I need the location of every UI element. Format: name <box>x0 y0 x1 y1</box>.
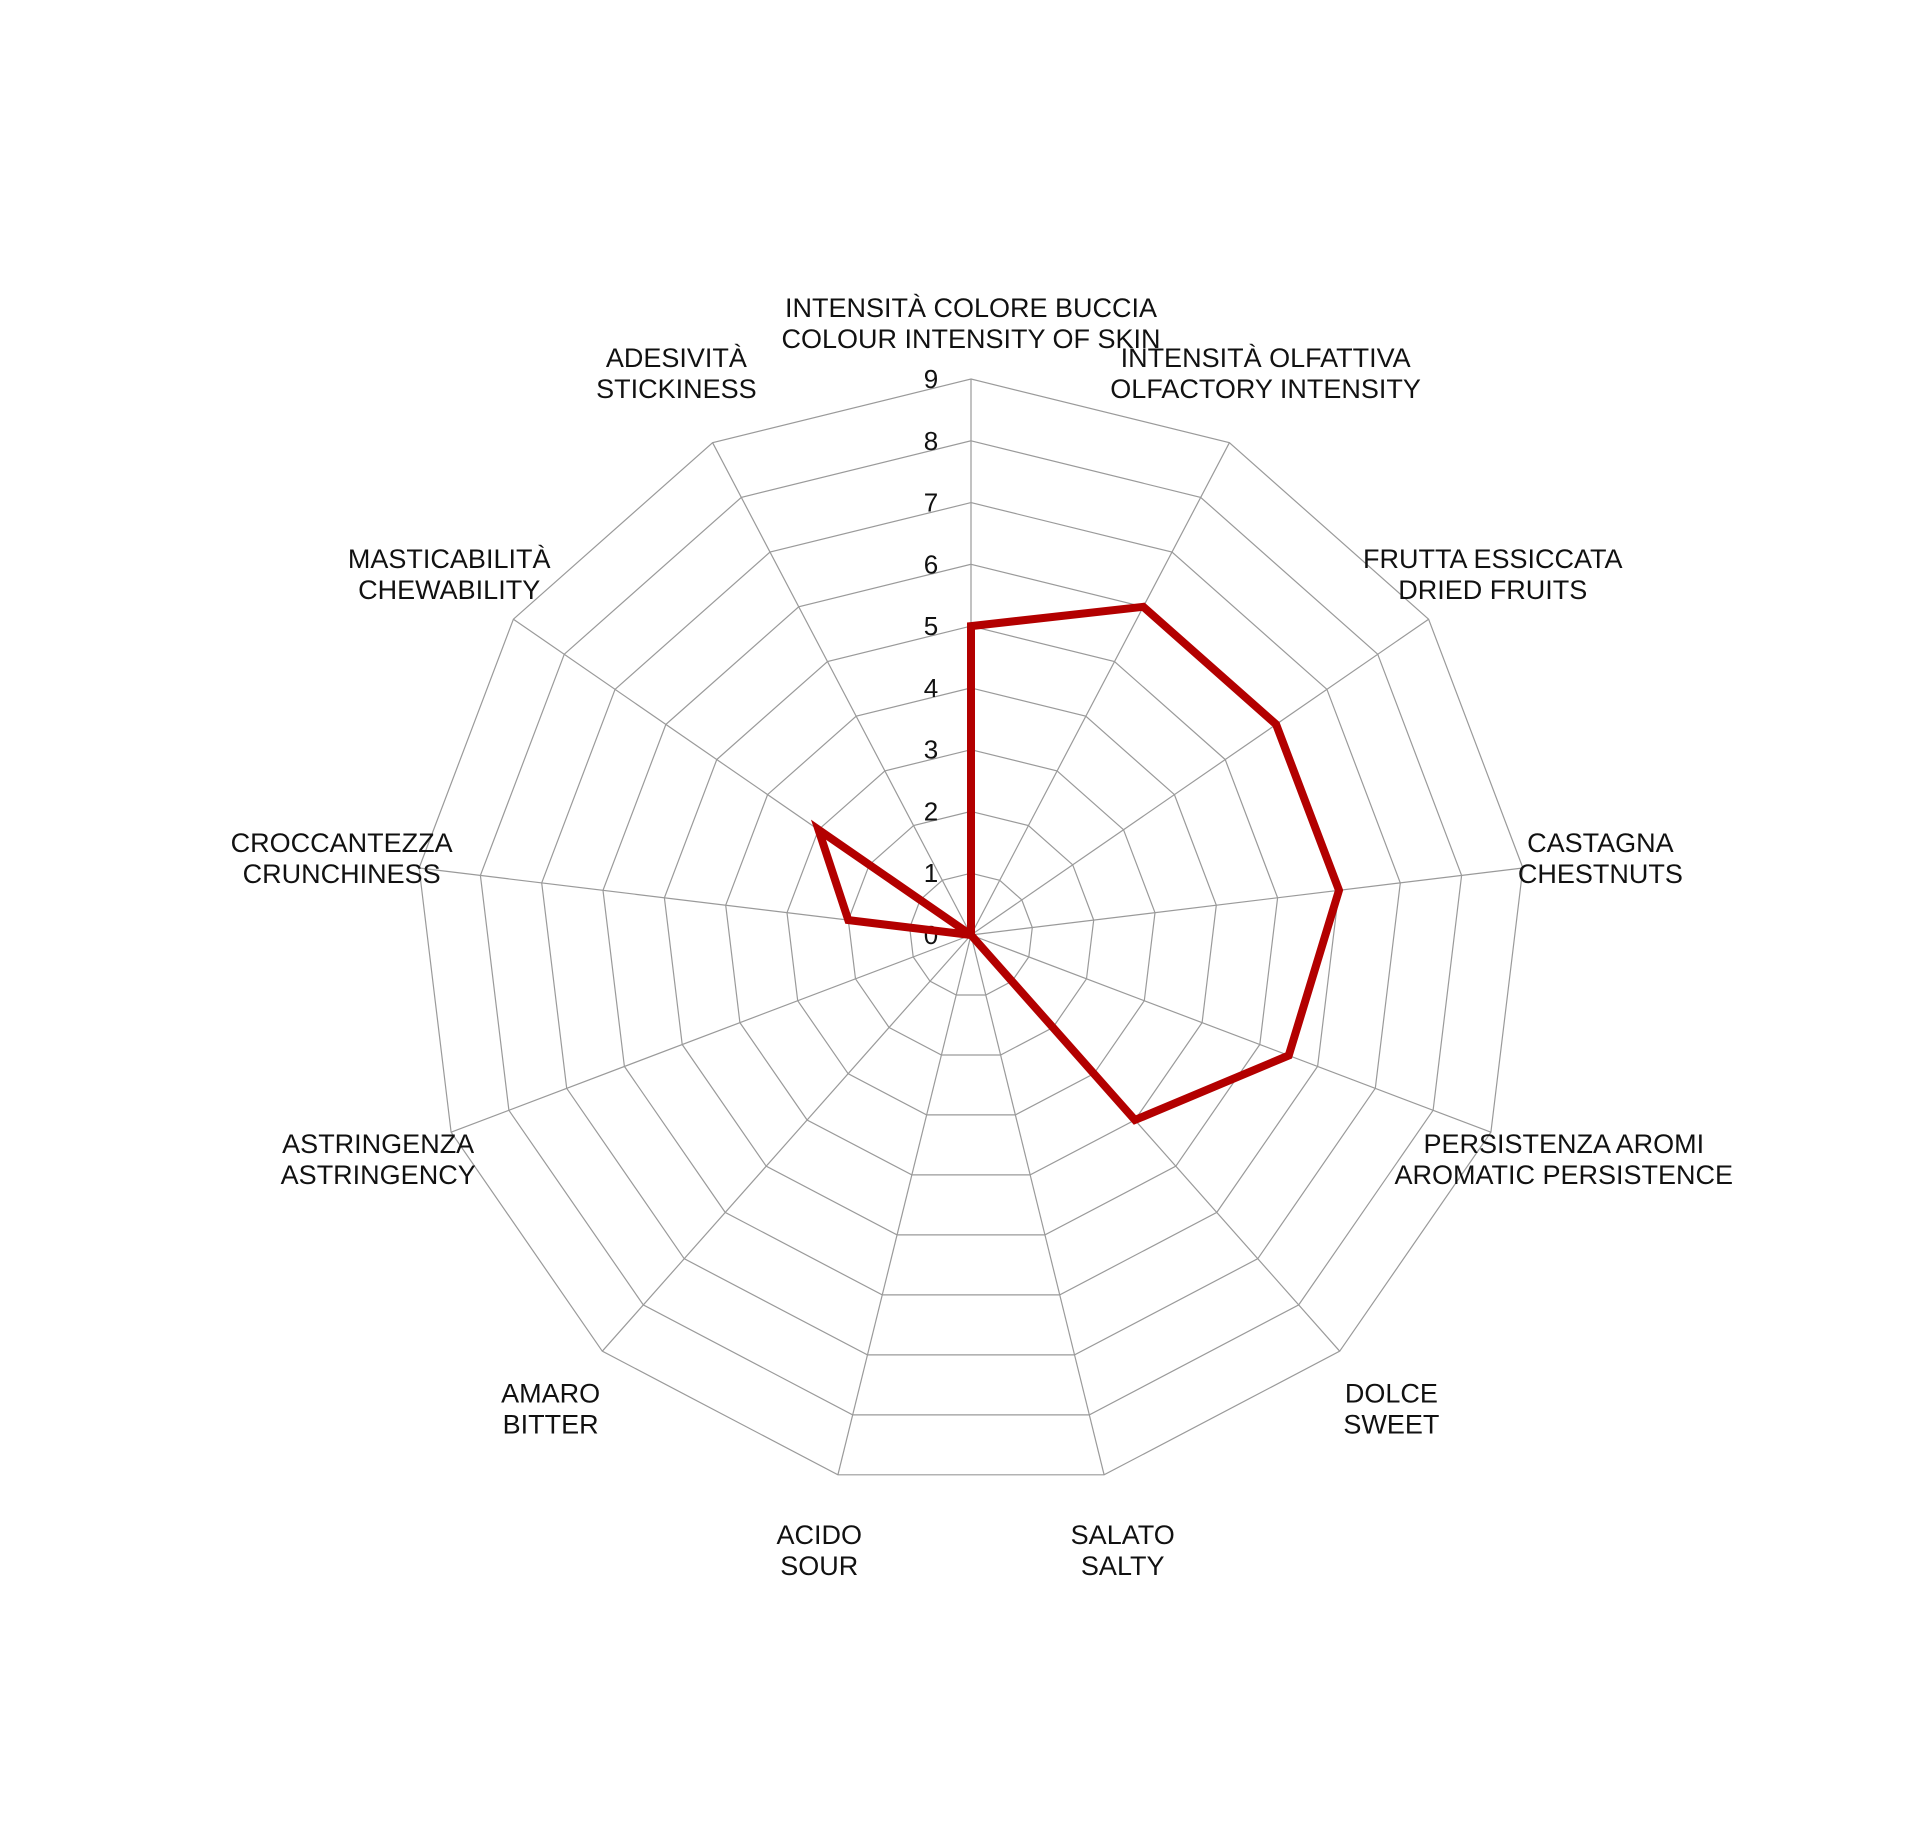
tick-label: 0 <box>924 920 938 950</box>
axis-label: OLFACTORY INTENSITY <box>1110 374 1421 404</box>
tick-label: 3 <box>924 735 938 765</box>
grid-ring-8 <box>479 440 1463 1416</box>
axis-label: CASTAGNA <box>1527 828 1674 858</box>
axis-label: INTENSITÀ OLFATTIVA <box>1121 343 1411 373</box>
axis-label: STICKINESS <box>596 374 757 404</box>
tick-label: 4 <box>924 673 938 703</box>
axis-label: DRIED FRUITS <box>1398 575 1587 605</box>
axis-label: CHESTNUTS <box>1518 859 1683 889</box>
series-layer <box>810 602 1344 1125</box>
tick-label: 8 <box>924 426 938 456</box>
grid-ring-2 <box>847 810 1095 1056</box>
series-line-0 <box>810 602 1344 1125</box>
axis-label: SALTY <box>1081 1551 1165 1581</box>
axis-label: ADESIVITÀ <box>606 343 747 373</box>
axis-spoke <box>450 934 972 1133</box>
axis-spoke <box>837 934 972 1475</box>
axis-label: SALATO <box>1071 1520 1175 1550</box>
tick-label: 9 <box>924 364 938 394</box>
axis-label: ASTRINGENCY <box>281 1160 476 1190</box>
grid-ring-1 <box>909 872 1033 996</box>
tick-label: 5 <box>924 611 938 641</box>
axis-label: AROMATIC PERSISTENCE <box>1395 1160 1734 1190</box>
axis-spoke <box>970 867 1523 936</box>
axis-label: SWEET <box>1343 1410 1439 1440</box>
axis-label: AMARO <box>501 1379 600 1409</box>
axis-spoke <box>712 442 972 936</box>
axis-label: CROCCANTEZZA <box>231 828 453 858</box>
tick-label: 7 <box>924 488 938 518</box>
tick-label: 1 <box>924 858 938 888</box>
grid-ring-7 <box>541 501 1401 1356</box>
axis-spoke <box>601 934 972 1352</box>
axis-label: ASTRINGENZA <box>282 1129 474 1159</box>
axis-spoke <box>970 934 1105 1475</box>
axis-spoke <box>970 934 1492 1133</box>
axis-label: CHEWABILITY <box>358 575 540 605</box>
grid-ring-3 <box>786 749 1156 1116</box>
grid-ring-9 <box>418 378 1524 1476</box>
axis-label: DOLCE <box>1345 1379 1438 1409</box>
axis-spoke <box>970 442 1230 936</box>
axis-spoke <box>970 618 1429 936</box>
axis-label: FRUTTA ESSICCATA <box>1363 544 1623 574</box>
axis-label: CRUNCHINESS <box>243 859 441 889</box>
grid-ring-4 <box>725 687 1217 1176</box>
axis-label: BITTER <box>503 1410 599 1440</box>
axis-label: COLOUR INTENSITY OF SKIN <box>781 324 1160 354</box>
tick-label: 2 <box>924 796 938 826</box>
axis-label: MASTICABILITÀ <box>348 544 551 574</box>
axis-label: INTENSITÀ COLORE BUCCIA <box>785 293 1157 323</box>
tick-layer: 0 1 2 3 4 5 6 7 8 9 <box>924 364 938 950</box>
axis-label: PERSISTENZA AROMI <box>1424 1129 1705 1159</box>
tick-label: 6 <box>924 549 938 579</box>
axis-label: ACIDO <box>777 1520 863 1550</box>
axis-label: SOUR <box>780 1551 858 1581</box>
grid-ring-5 <box>663 625 1279 1236</box>
